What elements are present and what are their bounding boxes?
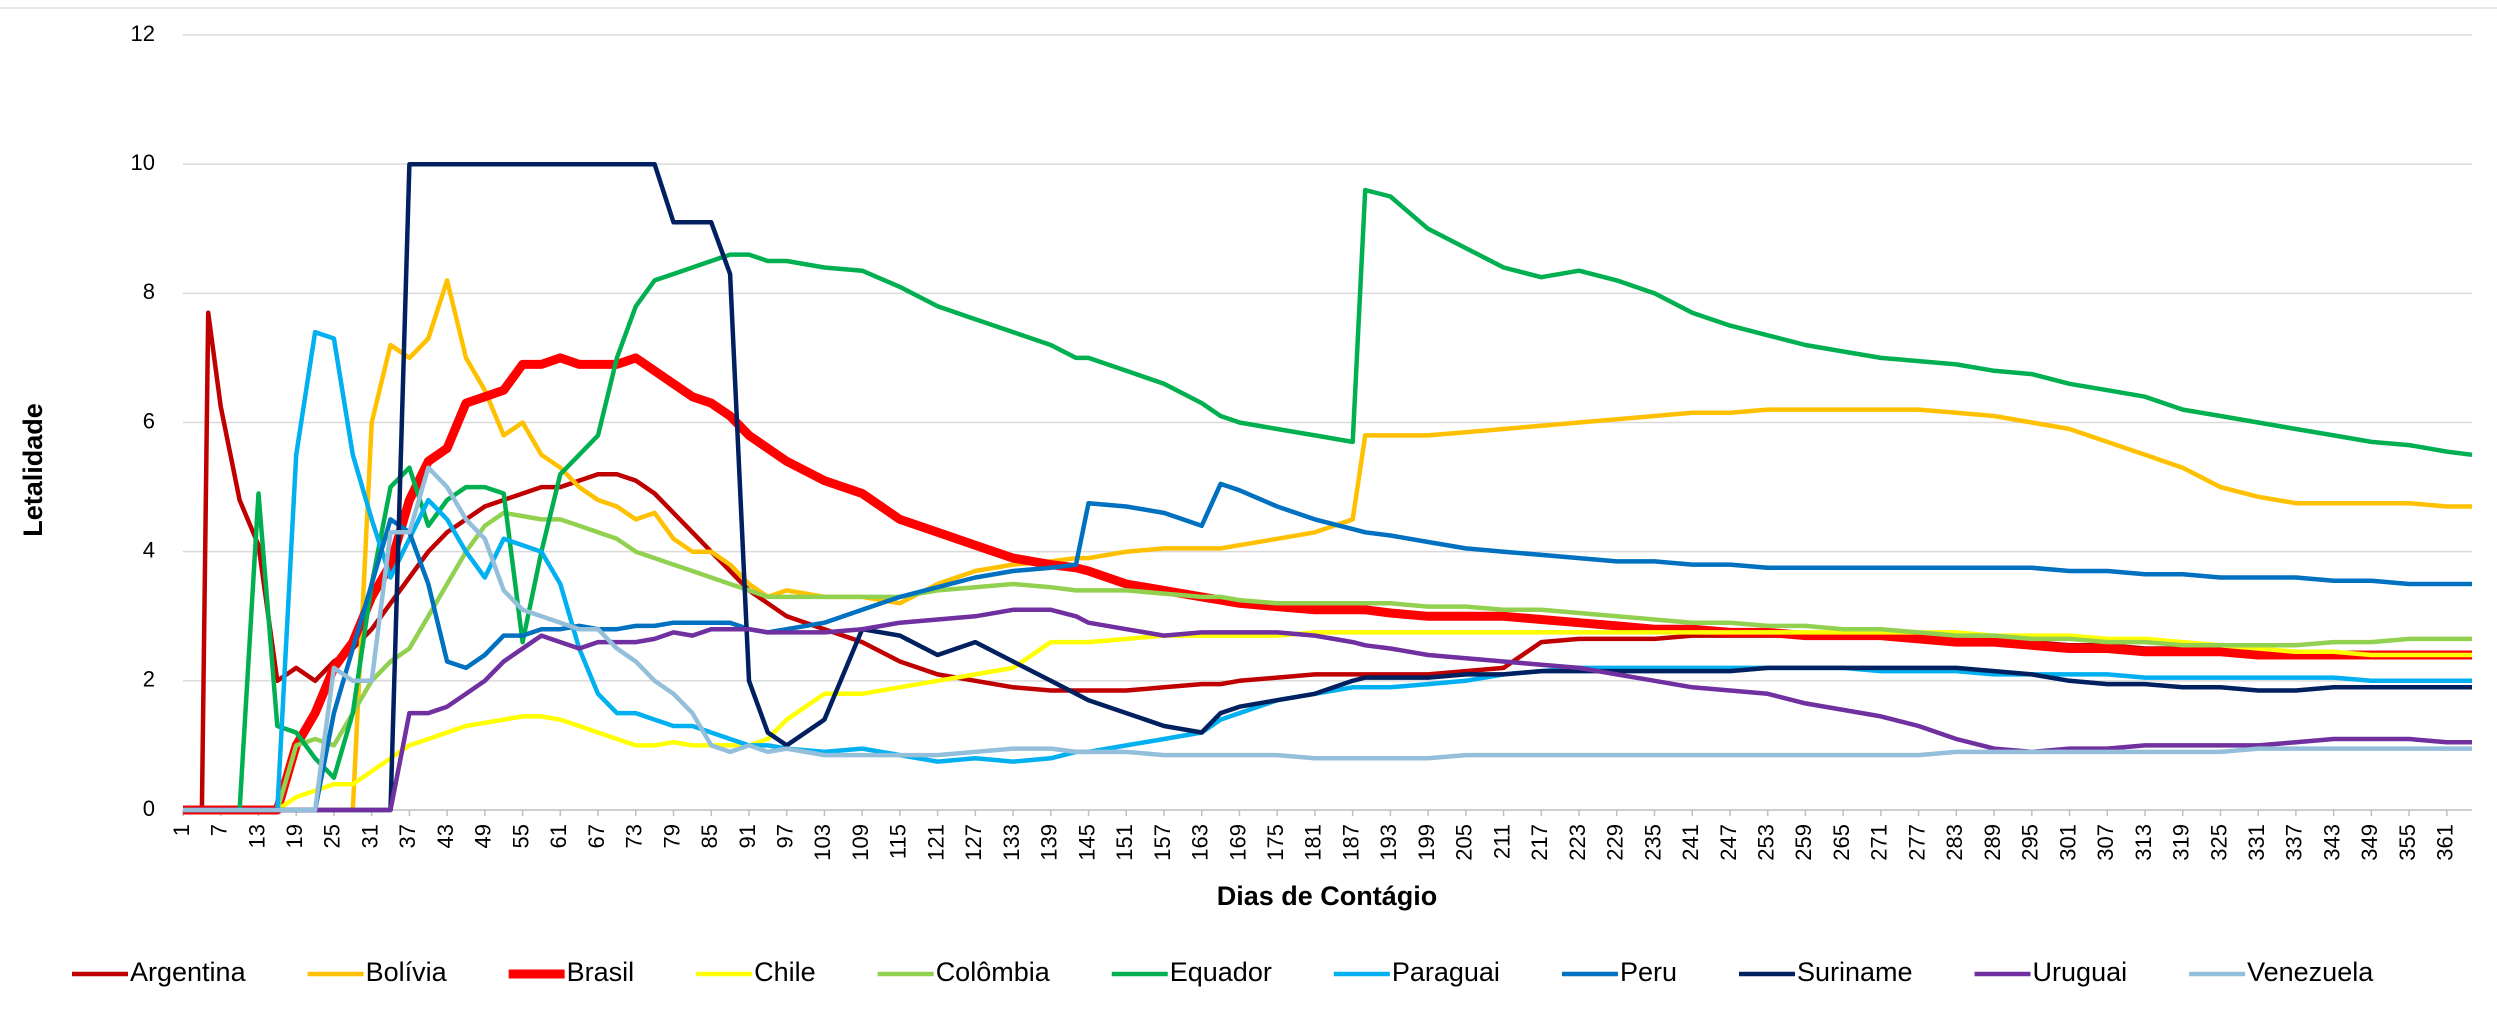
legend-label: Peru xyxy=(1620,957,1677,987)
series-line xyxy=(183,510,2472,813)
x-tick-label: 13 xyxy=(244,824,269,848)
x-tick-label: 313 xyxy=(2131,824,2156,861)
x-tick-label: 169 xyxy=(1225,824,1250,861)
series-line xyxy=(183,278,2472,813)
x-tick-label: 193 xyxy=(1376,824,1401,861)
x-tick-label: 211 xyxy=(1489,824,1514,859)
y-tick-label: 10 xyxy=(131,150,155,175)
x-tick-label: 355 xyxy=(2395,824,2420,861)
x-tick-label: 199 xyxy=(1414,824,1439,861)
x-tick-label: 25 xyxy=(320,824,345,848)
x-tick-label: 319 xyxy=(2169,824,2194,861)
x-tick-label: 43 xyxy=(433,824,458,848)
y-tick-label: 4 xyxy=(143,537,155,562)
x-tick-label: 349 xyxy=(2357,824,2382,861)
x-tick-label: 259 xyxy=(1791,824,1816,861)
x-tick-label: 343 xyxy=(2319,824,2344,861)
x-tick-label: 97 xyxy=(773,824,798,848)
x-tick-label: 61 xyxy=(546,824,571,848)
x-tick-label: 121 xyxy=(923,824,948,861)
x-tick-label: 145 xyxy=(1074,824,1099,861)
series-line xyxy=(183,465,2472,813)
legend-label: Equador xyxy=(1170,957,1272,987)
x-tick-label: 181 xyxy=(1301,824,1326,861)
y-axis-title: Letalidade xyxy=(18,403,48,537)
x-tick-label: 253 xyxy=(1754,824,1779,861)
x-tick-label: 1 xyxy=(169,824,194,836)
x-tick-label: 277 xyxy=(1904,824,1929,861)
series-line xyxy=(183,310,2472,813)
x-tick-label: 217 xyxy=(1527,824,1552,861)
x-tick-label: 187 xyxy=(1338,824,1363,861)
x-tick-label: 67 xyxy=(584,824,609,848)
x-tick-label: 175 xyxy=(1263,824,1288,861)
x-tick-label: 91 xyxy=(735,824,760,848)
x-tick-label: 271 xyxy=(1867,824,1892,861)
series-line xyxy=(183,329,2472,813)
x-tick-label: 115 xyxy=(886,824,911,859)
x-tick-label: 361 xyxy=(2433,824,2458,861)
x-tick-label: 163 xyxy=(1188,824,1213,861)
x-tick-label: 295 xyxy=(2018,824,2043,861)
x-tick-label: 139 xyxy=(1037,824,1062,861)
x-tick-label: 301 xyxy=(2055,824,2080,861)
legend-label: Chile xyxy=(754,957,816,987)
x-tick-label: 229 xyxy=(1603,824,1628,861)
x-tick-label: 73 xyxy=(622,824,647,848)
x-tick-label: 223 xyxy=(1565,824,1590,861)
x-tick-label: 7 xyxy=(207,824,232,836)
x-tick-label: 241 xyxy=(1678,824,1703,861)
x-tick-label: 133 xyxy=(999,824,1024,861)
y-tick-label: 6 xyxy=(143,408,155,433)
x-tick-label: 19 xyxy=(282,824,307,848)
series-line xyxy=(183,607,2472,813)
x-tick-label: 337 xyxy=(2282,824,2307,861)
legend-label: Paraguai xyxy=(1392,957,1500,987)
series-line xyxy=(183,161,2472,813)
x-tick-label: 79 xyxy=(659,824,684,848)
legend-label: Brasil xyxy=(567,957,635,987)
x-tick-label: 109 xyxy=(848,824,873,861)
x-tick-label: 37 xyxy=(395,824,420,848)
legend-label: Argentina xyxy=(130,957,247,987)
series-line xyxy=(183,630,2472,813)
x-tick-label: 265 xyxy=(1829,824,1854,861)
y-tick-label: 0 xyxy=(143,796,155,821)
y-tick-label: 12 xyxy=(131,21,155,46)
y-tick-label: 2 xyxy=(143,667,155,692)
x-tick-label: 103 xyxy=(810,824,835,861)
legend: Argentina Bolívia Brasil Chile Colômbia Equad… xyxy=(72,957,2374,987)
x-tick-label: 31 xyxy=(357,824,382,848)
x-tick-label: 157 xyxy=(1150,824,1175,861)
x-tick-label: 331 xyxy=(2244,824,2269,861)
x-tick-label: 55 xyxy=(508,824,533,848)
legend-label: Uruguai xyxy=(2033,957,2128,987)
x-tick-label: 49 xyxy=(471,824,496,848)
x-axis-title: Dias de Contágio xyxy=(1217,881,1438,911)
x-tick-label: 307 xyxy=(2093,824,2118,861)
x-tick-label: 85 xyxy=(697,824,722,848)
legend-label: Venezuela xyxy=(2247,957,2374,987)
legend-label: Suriname xyxy=(1797,957,1913,987)
y-tick-label: 8 xyxy=(143,279,155,304)
x-tick-label: 205 xyxy=(1452,824,1477,861)
x-tick-label: 289 xyxy=(1980,824,2005,861)
x-tick-label: 127 xyxy=(961,824,986,861)
x-tick-label: 325 xyxy=(2206,824,2231,861)
x-tick-label: 235 xyxy=(1640,824,1665,861)
legend-label: Bolívia xyxy=(366,957,448,987)
series-line xyxy=(183,481,2472,813)
x-tick-label: 283 xyxy=(1942,824,1967,861)
x-tick-label: 151 xyxy=(1112,824,1137,861)
x-tick-label: 247 xyxy=(1716,824,1741,861)
legend-label: Colômbia xyxy=(936,957,1051,987)
